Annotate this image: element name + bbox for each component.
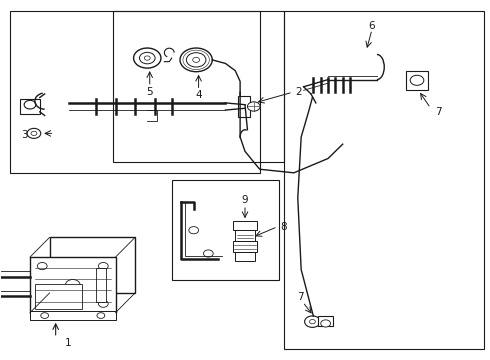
Text: 7: 7	[435, 107, 441, 117]
Circle shape	[189, 226, 198, 234]
Circle shape	[310, 319, 316, 324]
Circle shape	[31, 131, 37, 135]
Circle shape	[305, 316, 320, 327]
Text: 9: 9	[242, 195, 248, 205]
Text: 7: 7	[297, 292, 303, 302]
Circle shape	[66, 279, 80, 290]
Bar	[30, 257, 116, 313]
Bar	[30, 311, 116, 320]
Circle shape	[140, 52, 155, 64]
Bar	[406, 71, 428, 90]
Text: 2: 2	[295, 87, 302, 97]
Circle shape	[410, 75, 424, 85]
Bar	[233, 221, 257, 230]
Circle shape	[203, 250, 213, 257]
Circle shape	[98, 262, 108, 270]
Bar	[35, 284, 82, 309]
Bar	[20, 99, 40, 114]
Bar	[113, 12, 284, 162]
Circle shape	[193, 57, 199, 62]
Circle shape	[97, 313, 105, 319]
Bar	[49, 237, 135, 293]
Bar	[284, 12, 485, 348]
Bar	[235, 252, 255, 261]
Circle shape	[37, 262, 47, 270]
Circle shape	[27, 129, 41, 138]
Bar	[318, 316, 333, 326]
Text: 1: 1	[65, 338, 71, 348]
Text: 3: 3	[21, 130, 27, 140]
Bar	[172, 180, 279, 280]
Circle shape	[180, 48, 212, 72]
Bar	[233, 241, 257, 252]
Text: 6: 6	[369, 21, 375, 31]
Bar	[238, 96, 250, 117]
Circle shape	[186, 53, 206, 67]
Circle shape	[247, 102, 260, 111]
Circle shape	[321, 320, 331, 327]
Text: 4: 4	[196, 90, 202, 100]
Text: 8: 8	[280, 222, 287, 231]
Bar	[96, 268, 106, 302]
Text: 5: 5	[147, 87, 153, 97]
Circle shape	[37, 300, 47, 307]
Bar	[235, 230, 255, 241]
Circle shape	[41, 313, 49, 319]
Circle shape	[24, 100, 36, 109]
Circle shape	[145, 56, 150, 60]
Circle shape	[98, 300, 108, 307]
Circle shape	[134, 48, 161, 68]
Bar	[10, 12, 260, 173]
